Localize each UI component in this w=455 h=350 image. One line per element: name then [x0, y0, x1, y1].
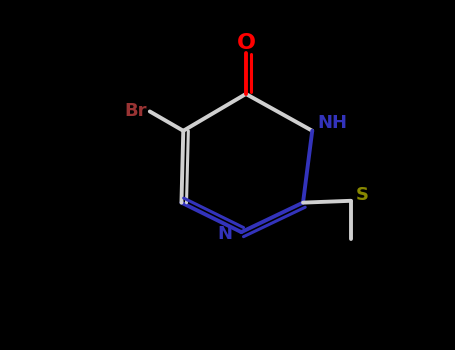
Text: NH: NH [318, 114, 348, 132]
Text: N: N [217, 225, 232, 243]
Text: O: O [237, 33, 255, 53]
Text: S: S [355, 186, 369, 204]
Text: Br: Br [125, 103, 147, 120]
